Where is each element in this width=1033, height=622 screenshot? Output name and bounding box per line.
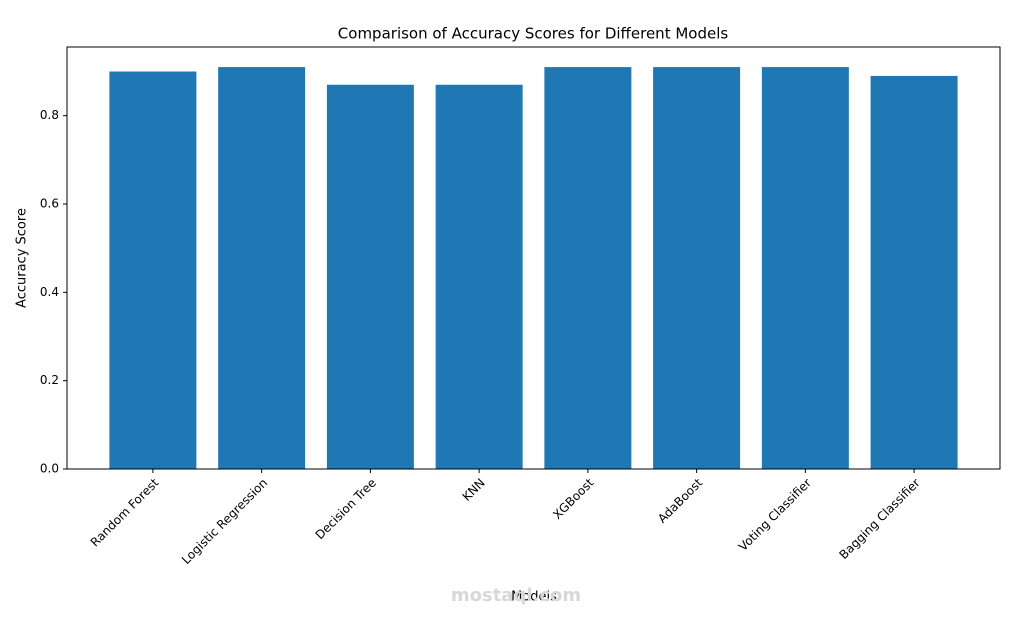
plot-frame — [66, 46, 1001, 470]
watermark: mostaql.com — [451, 585, 581, 606]
bar — [761, 67, 849, 469]
chart-title: Comparison of Accuracy Scores for Differ… — [338, 25, 729, 43]
bar — [544, 67, 632, 469]
bar — [218, 67, 306, 469]
y-tick-label: 0.8 — [40, 108, 59, 122]
bar — [326, 84, 414, 469]
bar — [653, 67, 741, 469]
y-tick-label: 0.2 — [40, 373, 59, 387]
y-axis-label: Accuracy Score — [15, 208, 30, 308]
bar — [109, 71, 197, 469]
bar — [870, 75, 958, 469]
y-tick-label: 0.4 — [40, 285, 59, 299]
y-tick-label: 0.6 — [40, 197, 59, 211]
bar — [435, 84, 523, 469]
x-axis-label: Models — [511, 590, 557, 605]
y-tick-label: 0.0 — [40, 462, 59, 476]
